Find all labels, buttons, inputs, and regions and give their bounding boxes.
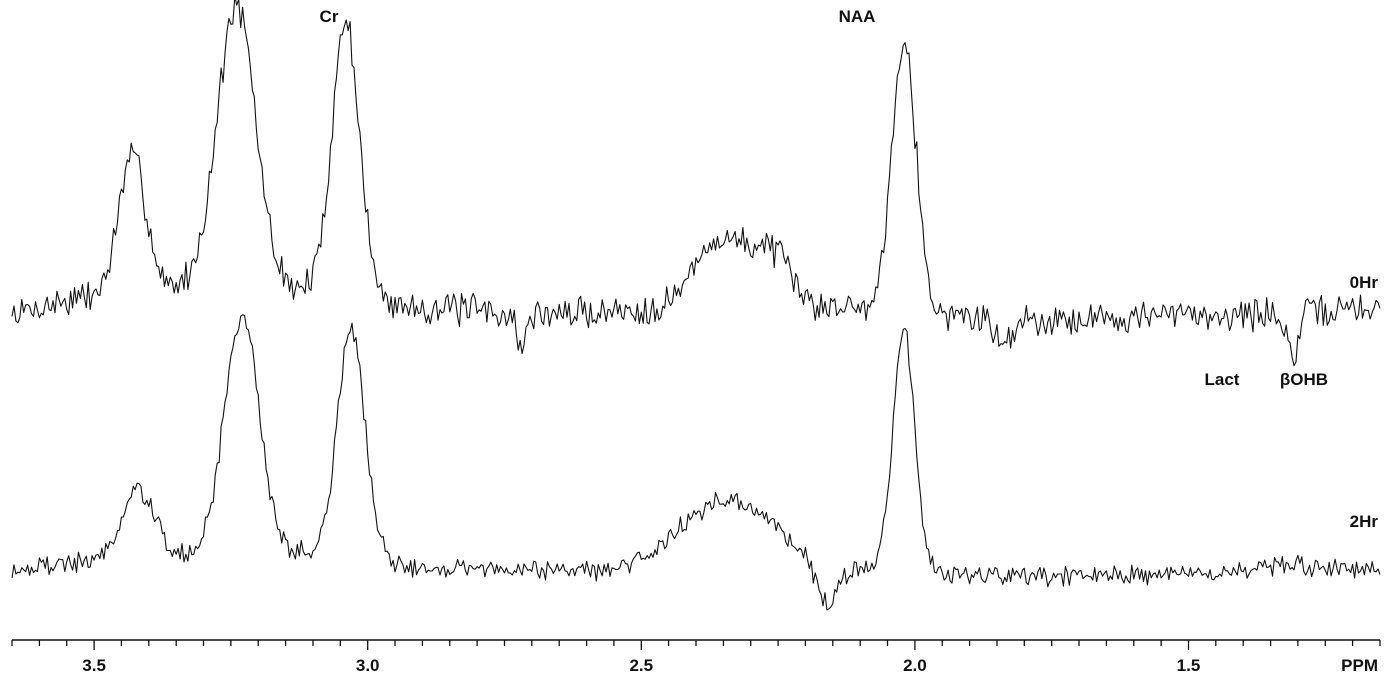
tick-label: 3.5 <box>82 656 106 675</box>
tick-label: 2.0 <box>903 656 927 675</box>
x-axis: 3.5 3.0 2.5 2.0 1.5 PPM <box>11 639 1381 675</box>
tick-label: 1.5 <box>1177 656 1201 675</box>
annotation-bohb: βOHB <box>1280 370 1328 389</box>
series-label-0hr: 0Hr <box>1350 273 1379 292</box>
spectrum-trace-0hr <box>11 0 1381 367</box>
annotation-naa: NAA <box>839 7 876 26</box>
tick-label: 2.5 <box>629 656 653 675</box>
annotation-layer: 0Hr 2Hr Cr NAA Lact βOHB <box>320 7 1379 531</box>
annotation-lact: Lact <box>1205 370 1240 389</box>
annotation-cr: Cr <box>320 7 339 26</box>
x-axis-ticks: 3.5 3.0 2.5 2.0 1.5 <box>11 640 1381 675</box>
series-label-2hr: 2Hr <box>1350 512 1379 531</box>
spectrum-trace-2hr <box>11 314 1381 611</box>
traces-layer <box>11 0 1381 611</box>
x-axis-unit-label: PPM <box>1341 656 1378 675</box>
tick-label: 3.0 <box>356 656 380 675</box>
